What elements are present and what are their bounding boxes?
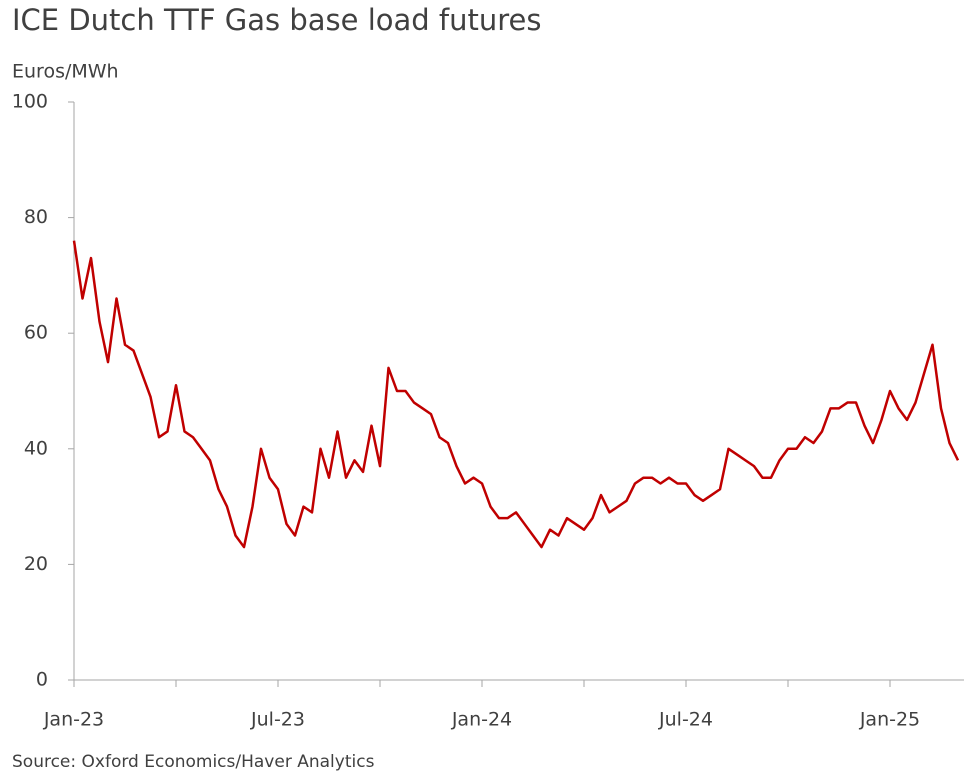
y-tick-label: 20 [24, 553, 48, 575]
y-tick-label: 80 [24, 206, 48, 228]
source-note: Source: Oxford Economics/Haver Analytics [12, 752, 375, 772]
x-tick-label: Jul-24 [658, 709, 713, 731]
x-tick-label: Jan-25 [859, 709, 920, 731]
x-tick-label: Jan-23 [43, 709, 104, 731]
data-line [72, 240, 960, 549]
y-axis-label: Euros/MWh [12, 61, 119, 83]
y-tick-label: 60 [24, 322, 48, 344]
y-tick-label: 100 [12, 91, 48, 113]
x-tick-label: Jan-24 [451, 709, 512, 731]
y-tick-label: 40 [24, 437, 48, 459]
x-tick-label: Jul-23 [250, 709, 305, 731]
chart-title: ICE Dutch TTF Gas base load futures [12, 3, 541, 37]
y-tick-label: 0 [36, 669, 48, 691]
